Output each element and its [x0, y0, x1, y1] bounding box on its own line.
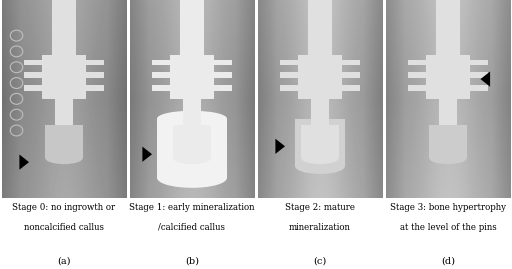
Bar: [297, 55, 343, 99]
Text: (d): (d): [441, 256, 455, 265]
Bar: [308, 0, 332, 55]
Ellipse shape: [295, 158, 345, 174]
Bar: [408, 85, 488, 91]
Polygon shape: [19, 154, 29, 170]
Bar: [408, 72, 488, 78]
Bar: [169, 55, 215, 99]
Text: /calcified callus: /calcified callus: [159, 223, 225, 232]
Bar: [280, 85, 360, 91]
Ellipse shape: [45, 152, 83, 164]
Bar: [425, 55, 471, 99]
Bar: [429, 125, 467, 158]
Bar: [157, 119, 227, 178]
Text: (c): (c): [313, 256, 327, 265]
Bar: [311, 99, 329, 125]
Bar: [24, 59, 104, 65]
Text: noncalcified callus: noncalcified callus: [24, 223, 104, 232]
Bar: [152, 85, 232, 91]
Text: (a): (a): [57, 256, 71, 265]
Bar: [436, 0, 460, 55]
Bar: [408, 59, 488, 65]
Ellipse shape: [429, 152, 467, 164]
Bar: [173, 125, 211, 158]
Bar: [280, 59, 360, 65]
Bar: [55, 99, 73, 125]
Ellipse shape: [173, 152, 211, 164]
Bar: [295, 119, 345, 166]
Bar: [24, 72, 104, 78]
Text: Stage 2: mature: Stage 2: mature: [285, 203, 355, 213]
Polygon shape: [480, 72, 490, 87]
Ellipse shape: [301, 152, 339, 164]
Text: at the level of the pins: at the level of the pins: [400, 223, 496, 232]
Bar: [301, 125, 339, 158]
Text: Stage 3: bone hypertrophy: Stage 3: bone hypertrophy: [390, 203, 506, 213]
Polygon shape: [275, 139, 285, 154]
Bar: [180, 0, 204, 55]
Bar: [152, 72, 232, 78]
Text: Stage 1: early mineralization: Stage 1: early mineralization: [129, 203, 255, 213]
Text: mineralization: mineralization: [289, 223, 351, 232]
Text: Stage 0: no ingrowth or: Stage 0: no ingrowth or: [12, 203, 116, 213]
Ellipse shape: [157, 168, 227, 188]
Bar: [41, 55, 87, 99]
Text: (b): (b): [185, 256, 199, 265]
Polygon shape: [142, 147, 152, 162]
Bar: [439, 99, 457, 125]
Ellipse shape: [157, 111, 227, 126]
Bar: [45, 125, 83, 158]
Bar: [152, 59, 232, 65]
Bar: [280, 72, 360, 78]
Bar: [24, 85, 104, 91]
Bar: [52, 0, 76, 55]
Bar: [183, 99, 201, 125]
